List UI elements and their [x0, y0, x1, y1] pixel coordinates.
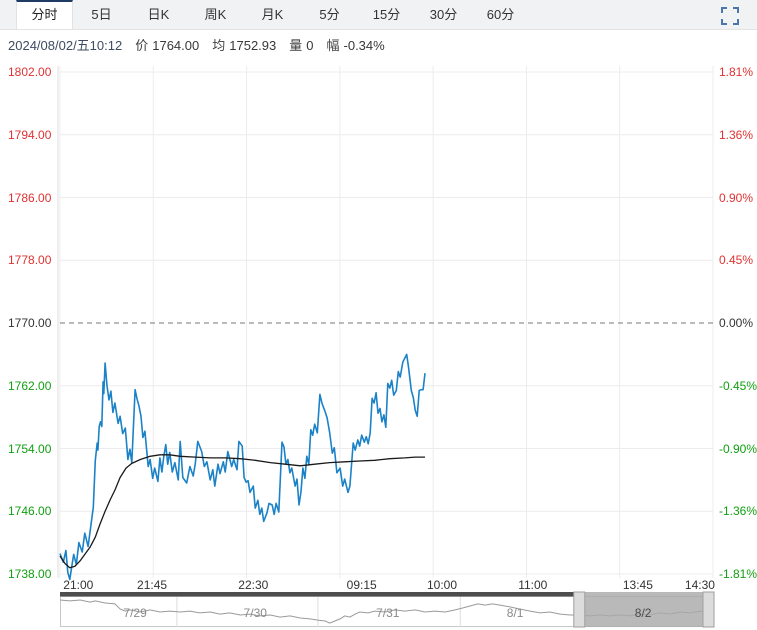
time-axis-label: 21:00 — [63, 578, 94, 592]
price-axis-label: 1762.00 — [8, 378, 52, 393]
pct-axis-label: 0.45% — [719, 253, 754, 268]
tab-15fen[interactable]: 15分 — [372, 7, 401, 22]
tab-60fen[interactable]: 60分 — [486, 7, 515, 22]
time-axis-label: 10:00 — [426, 578, 458, 592]
info-price: 价 1764.00 — [135, 37, 200, 53]
price-axis-label: 1778.00 — [8, 253, 52, 268]
price-line — [59, 353, 426, 581]
tab-5ri[interactable]: 5日 — [91, 7, 112, 22]
price-axis-label: 1746.00 — [8, 504, 52, 519]
tab-yuek[interactable]: 月K — [261, 7, 284, 22]
tab-zhouk[interactable]: 周K — [204, 7, 227, 22]
navigator-date-label: 8/1 — [506, 606, 524, 620]
price-axis-label: 1754.00 — [8, 441, 52, 456]
time-axis-label: 11:00 — [518, 578, 548, 592]
price-axis-label: 1802.00 — [8, 65, 52, 79]
fullscreen-button[interactable] — [717, 3, 743, 29]
tab-30fen[interactable]: 30分 — [429, 7, 458, 22]
time-axis-label: 14:30 — [684, 578, 715, 592]
pct-axis-label: -1.36% — [719, 504, 757, 519]
info-change: 幅 -0.34% — [326, 37, 385, 53]
navigator-date-label: 8/2 — [634, 606, 652, 620]
time-axis-label: 22:30 — [238, 578, 269, 592]
pct-axis-label: -0.45% — [719, 378, 757, 393]
average-line — [59, 454, 425, 569]
quote-info-bar: 2024/08/02/五10:12 价 1764.00 均 1752.93 量 0 幅 -0.3… — [0, 31, 757, 57]
tab-5fen[interactable]: 5分 — [319, 7, 340, 22]
navigator-date-label: 7/30 — [243, 606, 267, 620]
time-axis-label: 21:45 — [137, 578, 168, 592]
pct-axis-label: -0.90% — [719, 441, 757, 456]
tab-fenshi[interactable]: 分时 — [16, 0, 73, 29]
period-tab-bar: 分时 5日 日K 周K 月K 5分 15分 30分 60分 — [0, 0, 757, 30]
navigator-date-label: 7/31 — [376, 606, 400, 620]
time-axis-label: 13:45 — [622, 578, 653, 592]
pct-axis-label: -1.81% — [719, 567, 757, 581]
pct-axis-label: 1.81% — [719, 65, 754, 79]
price-axis-label: 1770.00 — [8, 316, 52, 330]
pct-axis-label: 0.00% — [719, 316, 754, 330]
navigator-date-label: 7/29 — [123, 606, 147, 620]
tab-rik[interactable]: 日K — [147, 7, 170, 22]
pct-axis-label: 1.36% — [719, 127, 754, 142]
grid-lines — [57, 66, 714, 578]
info-average: 均 1752.93 — [212, 37, 277, 53]
time-axis-label: 09:15 — [346, 578, 377, 592]
price-axis-label: 1786.00 — [8, 190, 52, 205]
info-datetime: 2024/08/02/五10:12 — [8, 37, 123, 53]
pct-axis-label: 0.90% — [719, 190, 754, 205]
price-axis-label: 1794.00 — [8, 127, 52, 142]
price-axis-label: 1738.00 — [8, 567, 52, 581]
fullscreen-icon — [721, 7, 739, 25]
